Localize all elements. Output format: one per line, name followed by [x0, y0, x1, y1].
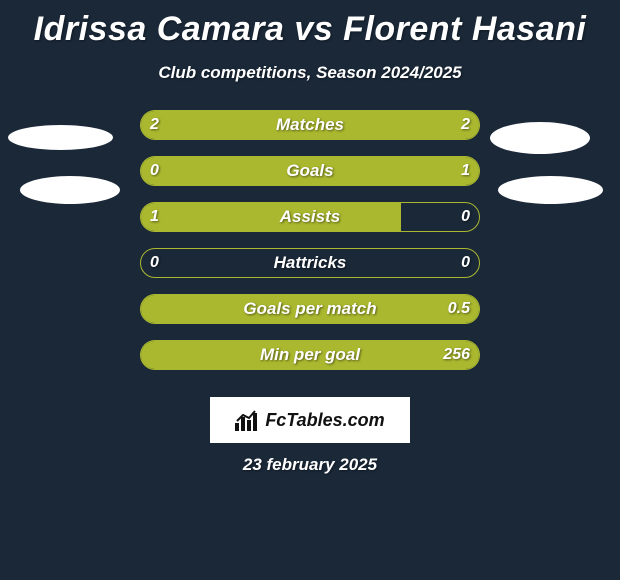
stat-right-value: 0: [461, 202, 470, 232]
stat-right-value: 1: [461, 156, 470, 186]
page-title: Idrissa Camara vs Florent Hasani: [0, 0, 620, 49]
stat-row: Min per goal 256: [0, 340, 620, 370]
stat-label: Hattricks: [141, 249, 479, 277]
stat-bar-track: Min per goal: [140, 340, 480, 370]
stat-bar-left: [141, 203, 401, 231]
stat-bar-right: [310, 111, 479, 139]
stat-right-value: 0: [461, 248, 470, 278]
stat-left-value: 2: [150, 110, 159, 140]
stat-row: Goals per match 0.5: [0, 294, 620, 324]
site-logo: FcTables.com: [210, 397, 410, 443]
page-subtitle: Club competitions, Season 2024/2025: [0, 63, 620, 83]
stat-bar-track: Goals per match: [140, 294, 480, 324]
stat-bar-right: [202, 157, 479, 185]
stat-bar-left: [141, 111, 310, 139]
stat-bar-track: Hattricks: [140, 248, 480, 278]
player-marker-ellipse: [8, 125, 113, 150]
player-marker-ellipse: [20, 176, 120, 204]
stat-bar-track: Goals: [140, 156, 480, 186]
stat-bar-left: [141, 295, 479, 323]
player-marker-ellipse: [498, 176, 603, 204]
bars-icon: [235, 409, 261, 431]
stat-row: 1 Assists 0: [0, 202, 620, 232]
stat-left-value: 0: [150, 156, 159, 186]
footer-date: 23 february 2025: [0, 455, 620, 475]
stat-left-value: 0: [150, 248, 159, 278]
stat-right-value: 256: [443, 340, 470, 370]
stat-right-value: 2: [461, 110, 470, 140]
stat-right-value: 0.5: [448, 294, 470, 324]
stat-row: 0 Hattricks 0: [0, 248, 620, 278]
player-marker-ellipse: [490, 122, 590, 154]
stat-bar-track: Assists: [140, 202, 480, 232]
logo-text: FcTables.com: [265, 410, 384, 431]
stat-left-value: 1: [150, 202, 159, 232]
stat-bar-track: Matches: [140, 110, 480, 140]
stat-bar-left: [141, 341, 479, 369]
